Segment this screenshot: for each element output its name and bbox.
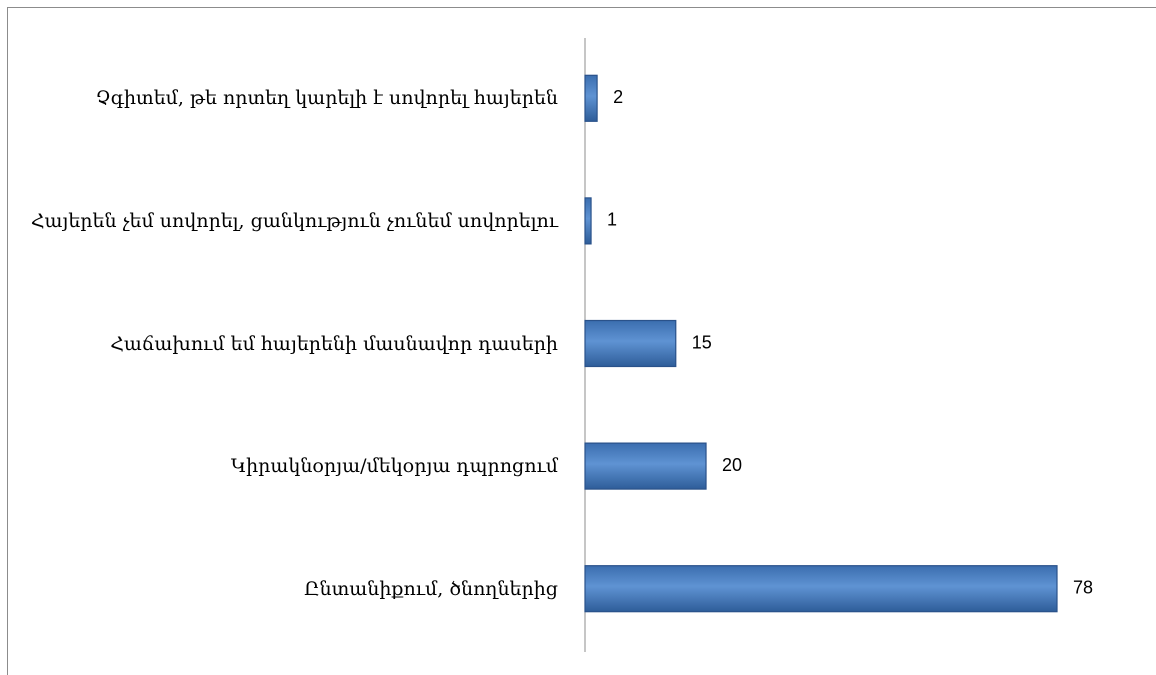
category-label: Կիրակնօրյա/մեկօրյա դպրոցում (230, 455, 558, 478)
data-label: 20 (722, 455, 742, 475)
category-label: Հայերեն չեմ սովորել, ցանկություն չունեմ … (30, 209, 558, 232)
bar (584, 565, 1058, 613)
data-label: 15 (692, 332, 712, 352)
data-label: 1 (607, 210, 617, 230)
data-label: 2 (613, 87, 623, 107)
bar (584, 197, 592, 245)
bar (584, 442, 707, 490)
chart-frame (7, 7, 1156, 675)
category-label: Հաճախում եմ հայերենի մասնավոր դասերի (110, 332, 558, 355)
data-label: 78 (1073, 577, 1093, 597)
category-label: Ընտանիքում, ծնողներից (304, 577, 558, 600)
category-label: Չգիտեմ, թե որտեղ կարելի է սովորել հայերե… (95, 87, 558, 110)
bar (584, 319, 677, 368)
bar (584, 74, 598, 122)
